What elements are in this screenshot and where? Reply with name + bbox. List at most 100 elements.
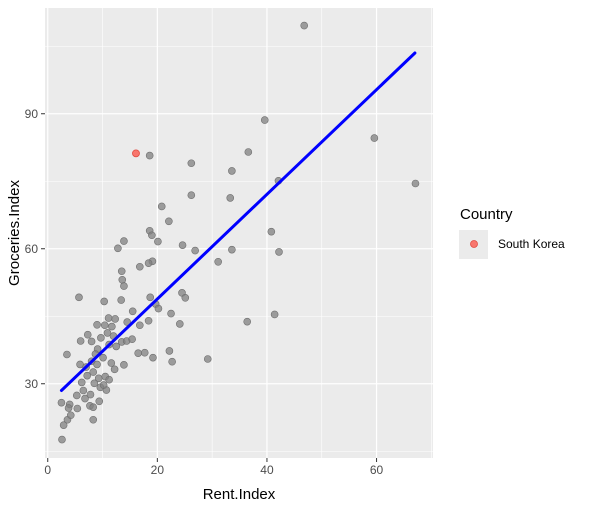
scatter-point: [103, 329, 112, 337]
scatter-point: [66, 411, 75, 420]
scatter-point: [76, 337, 85, 345]
scatter-point: [117, 296, 125, 304]
scatter-point: [149, 353, 157, 362]
scatter-point: [57, 398, 66, 407]
scatter-point: [117, 267, 126, 276]
scatter-point: [134, 349, 142, 357]
scatter-point: [120, 237, 128, 245]
highlight-point-south-korea: [132, 149, 140, 158]
scatter-point: [120, 361, 128, 369]
scatter-point: [187, 159, 196, 168]
scatter-point: [154, 304, 163, 313]
scatter-point: [87, 337, 96, 346]
scatter-point: [226, 194, 235, 202]
scatter-point: [64, 404, 73, 412]
scatter-point: [59, 421, 68, 429]
scatter-point: [93, 320, 101, 329]
x-tick-label: 40: [260, 463, 274, 477]
legend-title: Country: [460, 206, 513, 223]
scatter-point: [140, 348, 149, 357]
scatter-point: [191, 246, 199, 255]
scatter-point: [123, 318, 132, 326]
scatter-point: [370, 134, 379, 142]
scatter-point: [165, 347, 174, 355]
scatter-point: [128, 307, 137, 316]
scatter-point: [75, 293, 83, 302]
legend-label-south-korea: South Korea: [498, 237, 565, 251]
scatter-point: [105, 375, 113, 384]
x-axis-title: Rent.Index: [203, 486, 276, 503]
y-tick-label: 60: [25, 242, 39, 256]
scatter-point: [144, 316, 153, 325]
scatter-point: [187, 191, 196, 199]
scatter-point: [111, 315, 119, 323]
scatter-point: [411, 179, 420, 188]
scatter-point: [167, 309, 175, 318]
scatter-point: [86, 390, 95, 399]
y-tick-label: 30: [25, 377, 39, 391]
scatter-point: [79, 386, 88, 395]
scatter-point: [148, 231, 156, 240]
scatter-point: [93, 360, 101, 369]
scatter-point: [144, 259, 153, 267]
axis-ticks: 0 20 40 60 30 60 90: [25, 107, 384, 477]
scatter-point: [104, 314, 113, 322]
scatter-point: [63, 350, 71, 359]
scatter-point: [83, 330, 92, 339]
scatter-point: [58, 435, 66, 444]
scatter-point: [100, 321, 109, 330]
scatter-point: [81, 394, 89, 403]
y-tick-label: 90: [25, 107, 39, 121]
scatter-point: [203, 355, 212, 363]
scatter-point: [168, 357, 176, 366]
scatter-point: [181, 293, 190, 302]
scatter-point: [110, 365, 119, 374]
legend: Country South Korea: [459, 206, 565, 259]
scatter-point: [73, 404, 82, 413]
scatter-point: [154, 237, 162, 246]
scatter-point: [72, 391, 81, 400]
scatter-point: [97, 334, 105, 342]
scatter-point: [90, 379, 99, 388]
scatter-point: [178, 241, 187, 249]
scatter-point: [114, 244, 122, 253]
scatter-point: [267, 227, 276, 236]
scatter-point: [176, 320, 184, 328]
scatter-point: [228, 245, 236, 254]
scatter-point: [99, 353, 107, 362]
x-tick-label: 20: [151, 463, 165, 477]
highlight-points: [132, 149, 140, 158]
scatter-point: [128, 335, 136, 344]
scatter-point: [95, 397, 104, 406]
scatter-point: [300, 21, 309, 30]
scatter-point: [228, 167, 236, 175]
scatter-point: [89, 368, 98, 376]
scatter-point: [120, 282, 128, 290]
scatter-point: [275, 248, 283, 256]
scatter-point: [165, 217, 173, 226]
scatter-point: [243, 317, 252, 326]
trend-line: [59, 51, 417, 392]
scatter-point: [100, 297, 108, 306]
scatter-point: [107, 359, 116, 367]
legend-key-south-korea: [470, 240, 478, 248]
scatter-point: [260, 116, 269, 124]
scatter-point: [146, 293, 155, 302]
x-tick-label: 60: [370, 463, 384, 477]
scatter-point: [83, 371, 91, 380]
scatter-point: [157, 202, 166, 211]
scatter-point: [77, 378, 86, 387]
x-tick-label: 0: [44, 463, 51, 477]
scatter-point: [118, 275, 127, 284]
scatter-point: [136, 321, 144, 330]
major-gridlines: [45, 8, 433, 458]
scatter-point: [112, 342, 121, 351]
y-axis-title: Groceries.Index: [6, 180, 23, 286]
scatter-point: [136, 262, 144, 271]
scatter-point: [270, 310, 279, 319]
scatter-point: [108, 322, 116, 331]
scatter-point: [99, 381, 108, 389]
scatter-point: [89, 415, 98, 424]
scatter-point: [244, 148, 253, 156]
